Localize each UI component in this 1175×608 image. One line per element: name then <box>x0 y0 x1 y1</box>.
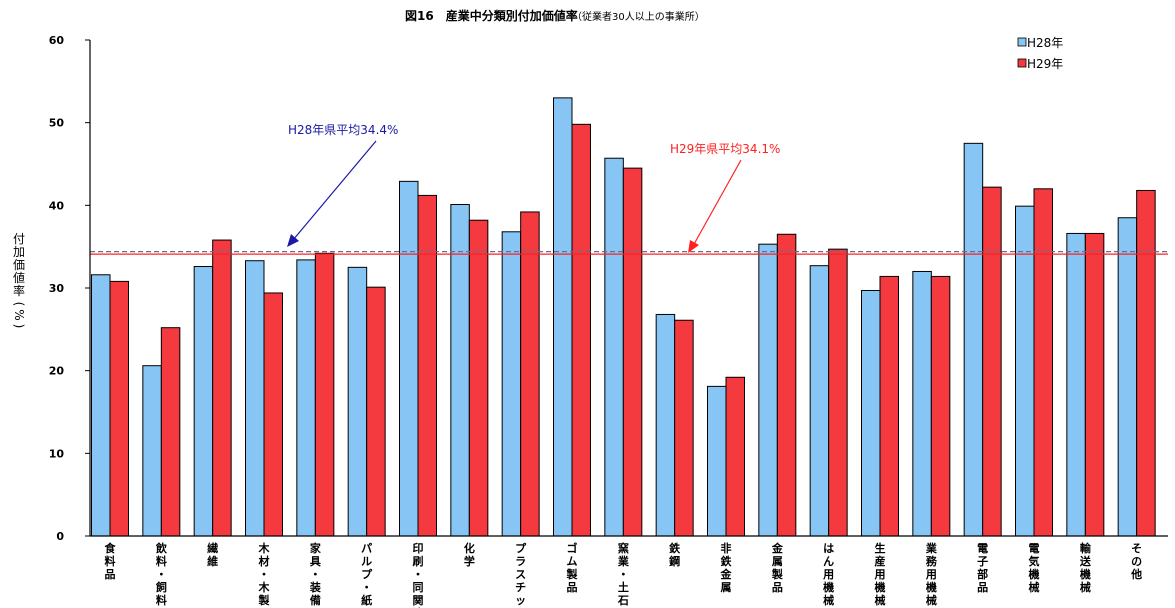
category-label: 窯業・土石 <box>617 541 630 607</box>
bar-H29年-電気機械 <box>1033 188 1053 537</box>
y-axis-label: 付加価値率 (%) <box>12 232 26 328</box>
bar-H28年-ゴム製品 <box>553 97 573 537</box>
title-group: 図16 産業中分類別付加価値率 （従業者30人以上の事業所） <box>405 8 705 23</box>
y-tick-label: 40 <box>49 199 65 212</box>
category-label: 食料品 <box>105 541 117 581</box>
category-label: 業務用機械 <box>925 541 938 607</box>
legend-label-H28年: H28年 <box>1027 36 1063 50</box>
legend-swatch-H28年 <box>1017 37 1027 47</box>
y-axis-label-char: 加 <box>13 245 25 259</box>
category-label: ゴム製品 <box>566 541 579 594</box>
y-axis-label-char: ( <box>12 302 26 307</box>
category-label: 鉄鋼 <box>668 541 681 568</box>
legend-label-H29年: H29年 <box>1027 57 1063 71</box>
category-label: その他 <box>1130 542 1142 581</box>
bar-H28年-輸送機械 <box>1066 232 1086 537</box>
y-axis-ticks: 0 10 20 30 40 50 60 <box>49 34 90 543</box>
bar-H29年-家具・装備品 <box>314 252 335 537</box>
y-axis-label-char: % <box>12 309 26 320</box>
bar-H29年-木材・木製品 <box>263 292 283 537</box>
category-label: 非鉄金属 <box>720 541 733 594</box>
y-axis-label-char: 値 <box>13 270 25 285</box>
bar-H28年-金属製品 <box>758 243 778 537</box>
bar-H28年-パルプ・紙 <box>347 266 368 537</box>
annotation-h28-average: H28年県平均34.4% <box>288 123 398 137</box>
category-label: パルプ・紙 <box>361 542 373 607</box>
category-label: 家具・装備品 <box>309 541 322 608</box>
bar-H29年-電子部品 <box>982 186 1002 537</box>
bar-H29年-鉄鋼 <box>674 319 694 537</box>
y-tick-label: 60 <box>49 34 65 47</box>
bars <box>91 97 1156 537</box>
category-label: 化学 <box>464 541 475 568</box>
bar-H29年-パルプ・紙 <box>366 286 386 537</box>
bar-H28年-印刷・同関連 <box>399 180 419 537</box>
y-axis-label-char: ) <box>12 324 26 329</box>
chart-title: 図16 産業中分類別付加価値率 <box>405 8 578 23</box>
category-label: 生産用機械 <box>875 541 886 607</box>
chart-subtitle: （従業者30人以上の事業所） <box>572 10 705 23</box>
category-label: 金属製品 <box>771 541 784 594</box>
category-label: プラスチック <box>515 541 527 608</box>
bar-H29年-生産用機械 <box>879 275 899 537</box>
y-tick-label: 50 <box>49 117 65 130</box>
bar-H29年-繊維 <box>212 239 232 537</box>
bar-H28年-繊維 <box>193 266 214 537</box>
y-tick-label: 30 <box>49 282 65 295</box>
annotation-h28-arrow <box>292 140 377 241</box>
bar-H29年-化学 <box>468 219 489 537</box>
bar-H29年-輸送機械 <box>1084 232 1105 537</box>
legend-swatch-H29年 <box>1017 58 1027 68</box>
bar-H28年-非鉄金属 <box>707 385 727 537</box>
bar-H28年-プラスチック <box>501 231 522 537</box>
bar-H28年-電気機械 <box>1015 205 1035 537</box>
reference-lines: H28年県平均34.4% H29年県平均34.1% <box>90 123 1168 255</box>
bar-H29年-飲料・飼料 <box>160 327 181 537</box>
bar-H28年-生産用機械 <box>861 289 881 537</box>
bar-H28年-業務用機械 <box>912 270 932 537</box>
annotation-h28-arrowhead <box>287 234 299 247</box>
y-axis-label-char: 率 <box>13 283 25 298</box>
bar-H28年-電子部品 <box>963 142 984 537</box>
bar-H29年-業務用機械 <box>930 275 951 537</box>
y-tick-label: 20 <box>49 365 65 378</box>
bar-H29年-窯業・土石 <box>622 167 643 537</box>
bar-H29年-はん用機械 <box>828 248 848 537</box>
bar-H28年-飲料・飼料 <box>142 365 162 537</box>
bar-H29年-ゴム製品 <box>571 123 591 537</box>
axes <box>89 40 1168 537</box>
category-label: 印刷・同関連 <box>413 542 425 608</box>
bar-H29年-印刷・同関連 <box>417 194 437 537</box>
bar-H29年-その他 <box>1136 189 1156 537</box>
bar-H28年-窯業・土石 <box>604 157 624 537</box>
bar-H28年-食料品 <box>91 274 111 537</box>
bar-H29年-金属製品 <box>776 233 797 537</box>
bar-H28年-家具・装備品 <box>296 259 316 537</box>
category-label: はん用機械 <box>823 542 834 607</box>
bar-H28年-木材・木製品 <box>245 260 265 537</box>
y-tick-label: 10 <box>49 447 65 460</box>
bar-H28年-はん用機械 <box>809 265 830 537</box>
bar-H29年-プラスチック <box>520 211 540 537</box>
category-label: 電子部品 <box>977 542 988 594</box>
category-labels: 食料品 飲料・飼料 繊維 木材・木製品 家具・装備品 パルプ・紙 印刷・同関連 化学 プラスチッ… <box>105 541 1143 608</box>
category-label: 木材・木製品 <box>258 541 271 608</box>
bar-H28年-鉄鋼 <box>655 313 676 537</box>
bar-H29年-食料品 <box>109 280 129 537</box>
category-label: 輸送機械 <box>1079 541 1092 594</box>
annotation-h29-average: H29年県平均34.1% <box>670 142 780 156</box>
category-label: 繊維 <box>207 541 218 568</box>
category-label: 飲料・飼料 <box>155 541 168 607</box>
annotation-h29-arrow <box>692 159 742 247</box>
annotation-h29-arrowhead <box>688 240 699 253</box>
y-tick-label: 0 <box>56 530 64 543</box>
legend: H28年 H29年 <box>1017 36 1063 71</box>
bar-H29年-非鉄金属 <box>725 376 745 537</box>
y-axis-label-char: 付 <box>13 232 25 246</box>
category-label: 電気機械 <box>1029 542 1040 594</box>
bar-H28年-その他 <box>1117 217 1138 537</box>
y-axis-label-char: 価 <box>13 258 25 272</box>
